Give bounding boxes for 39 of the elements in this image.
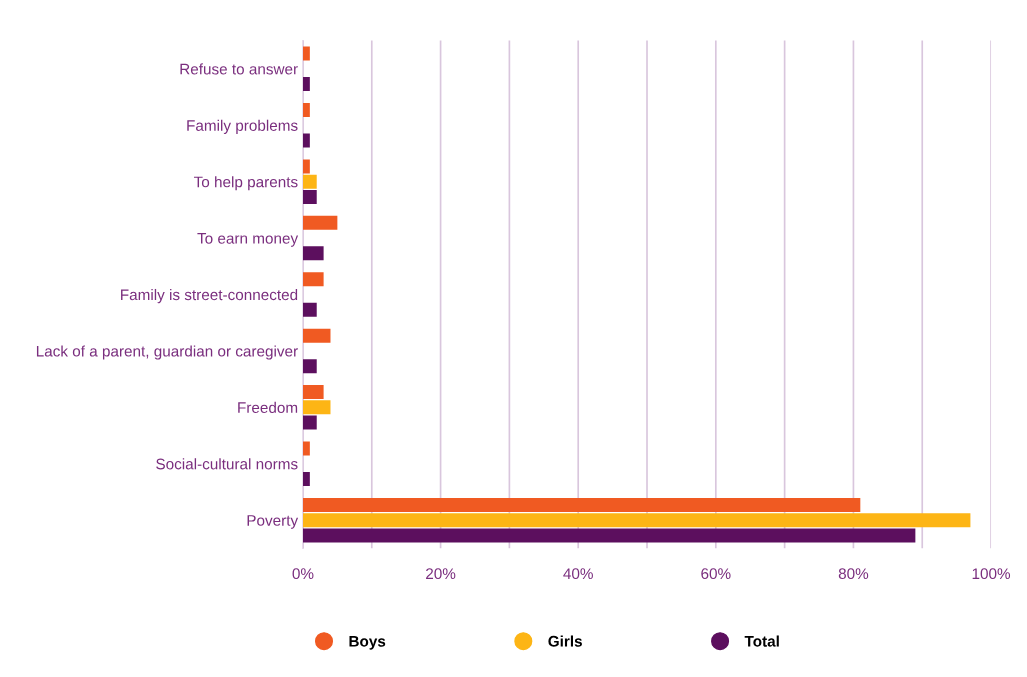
y-tick-label: Social-cultural norms <box>156 458 298 470</box>
bar <box>302 385 324 400</box>
bar <box>302 246 324 261</box>
x-tick-label: 80% <box>838 568 869 580</box>
bar <box>302 189 317 204</box>
bar <box>302 400 331 415</box>
bar <box>302 441 310 456</box>
bar <box>302 359 317 374</box>
bar <box>302 497 861 512</box>
legend-label: Boys <box>349 636 386 650</box>
x-tick-label: 20% <box>426 568 456 580</box>
bar <box>302 159 310 174</box>
bar <box>302 133 310 148</box>
bar <box>302 471 310 486</box>
bar <box>302 528 916 543</box>
bar <box>302 174 317 189</box>
y-tick-label: Family problems <box>187 119 298 134</box>
x-tick-label: 60% <box>701 568 731 580</box>
x-tick-label: 100% <box>972 568 1011 580</box>
y-tick-label: Freedom <box>238 401 298 414</box>
x-tick-label: 0% <box>292 568 314 580</box>
bar <box>302 46 310 61</box>
y-tick-label: Family is street-connected <box>121 288 298 304</box>
bar <box>302 328 331 343</box>
legend-label: Girls <box>548 635 582 647</box>
bar <box>302 302 317 317</box>
x-tick-label: 40% <box>563 568 593 580</box>
bar <box>302 272 324 287</box>
y-tick-label: To earn money <box>197 233 299 247</box>
y-tick-label: To help parents <box>194 176 298 191</box>
y-tick-label: Refuse to answer <box>180 63 298 75</box>
bar <box>302 77 310 92</box>
bar <box>302 103 310 118</box>
y-tick-label: Poverty <box>247 515 299 529</box>
legend-label: Total <box>744 635 779 647</box>
bar <box>302 215 338 230</box>
y-tick-label: Lack of a parent, guardian or caregiver <box>36 345 298 360</box>
bar <box>302 513 971 528</box>
bar <box>302 415 317 430</box>
